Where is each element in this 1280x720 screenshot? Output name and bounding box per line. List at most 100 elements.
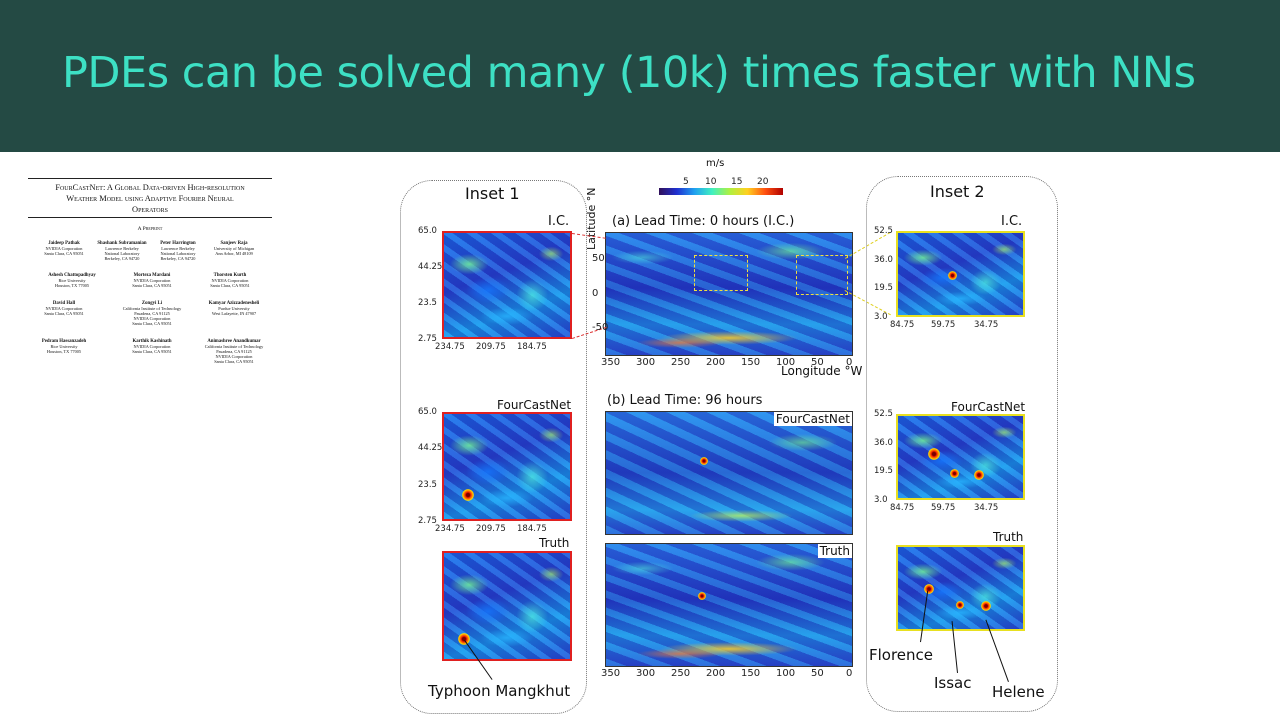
inset1-forecast-map — [442, 412, 572, 521]
inset2-region-box — [796, 255, 848, 295]
inset2-forecast-cyclone-1 — [928, 448, 940, 460]
paper-title-line1: FourCastNet: A Global Data-driven High-r… — [55, 183, 245, 192]
paper-author-affiliation: Santa Clara, CA 95051 — [44, 311, 84, 316]
panel-a-ytick: 0 — [592, 288, 599, 299]
inset1-xtick: 209.75 — [476, 342, 506, 352]
paper-author-name: Karthik Kashinath — [132, 339, 172, 344]
paper-title-line3: Operators — [132, 205, 168, 214]
paper-author-affiliation: University of Michigan — [213, 246, 255, 251]
inset2-forecast-label: FourCastNet — [951, 400, 1026, 414]
inset1-title: Inset 1 — [465, 184, 520, 203]
panel-a-xtick: 150 — [741, 357, 761, 368]
panel-b-truth-label: Truth — [817, 544, 852, 558]
florence-annotation: Florence — [869, 646, 934, 664]
paper-author-name: Kamyar Azizzadenesheli — [208, 301, 260, 306]
inset1-xtick: 184.75 — [517, 342, 547, 352]
inset2-ytick: 36.0 — [874, 254, 893, 265]
paper-author-affiliation: Santa Clara, CA 95051 — [210, 283, 250, 288]
inset2-forecast-cyclone-3 — [974, 470, 984, 480]
colorbar-unit: m/s — [706, 158, 725, 169]
panel-a-ytick: 50 — [592, 253, 605, 264]
paper-author-affiliation: Santa Clara, CA 95051 — [214, 359, 254, 364]
inset1-ic-label: I.C. — [548, 214, 570, 229]
panel-a-ytick: -50 — [592, 322, 609, 333]
inset1-ytick: 2.75 — [418, 516, 437, 526]
inset1-ytick: 44.25 — [418, 443, 443, 454]
paper-author-affiliation: NVIDIA Corporation — [215, 354, 253, 359]
inset2-xtick: 34.75 — [974, 320, 999, 330]
inset2-ytick: 3.0 — [874, 312, 888, 322]
paper-author: Shashank Subramanian Lawrence Berkeley Nat… — [86, 240, 158, 261]
panel-b-xtick: 0 — [846, 668, 853, 679]
paper-author-affiliation: Houston, TX 77005 — [46, 349, 82, 354]
paper-author-affiliation: Pasadena, CA 91125 — [216, 349, 252, 354]
panel-b-xtick: 50 — [811, 668, 824, 679]
paper-title-line2: Weather Model using Adaptive Fourier Neu… — [66, 194, 234, 203]
panel-b-forecast-map: FourCastNet — [605, 411, 853, 535]
inset1-ic-map — [442, 231, 572, 339]
slide-title: PDEs can be solved many (10k) times fast… — [62, 48, 1196, 98]
paper-author: Thorsten Kurth NVIDIA Corporation Santa Cl… — [194, 272, 266, 288]
inset2-ic-map — [896, 231, 1025, 317]
inset1-xtick: 209.75 — [476, 524, 506, 534]
inset2-truth-map — [896, 545, 1025, 631]
colorbar-tick: 10 — [705, 177, 717, 187]
inset2-ytick: 52.5 — [874, 409, 893, 419]
paper-author-affiliation: Rice University — [50, 344, 78, 349]
paper-author-affiliation: NVIDIA Corporation — [133, 278, 171, 283]
paper-author-affiliation: California Institute of Technology — [204, 344, 264, 349]
paper-author-name: Sanjeev Raja — [220, 241, 248, 246]
paper-author: Pedram Hassanzadeh Rice University Houston… — [28, 338, 100, 354]
paper-author-affiliation: Santa Clara, CA 95051 — [132, 321, 172, 326]
panel-b-forecast-label: FourCastNet — [773, 412, 852, 426]
paper-author-name: David Hall — [52, 301, 76, 306]
paper-author-name: Ashesh Chattopadhyay — [48, 273, 96, 278]
inset2-xtick: 59.75 — [931, 503, 956, 513]
paper-top-rule — [28, 178, 272, 179]
paper-author-affiliation: NVIDIA Corporation — [45, 246, 83, 251]
issac-marker — [956, 601, 964, 609]
latitude-label: Latitude °N — [585, 187, 598, 251]
truth-cyclone-marker — [698, 592, 706, 600]
panel-a-xtick: 0 — [846, 357, 853, 368]
typhoon-forecast-marker — [462, 489, 474, 501]
inset1-xtick: 184.75 — [517, 524, 547, 534]
paper-author-name: Peter Harrington — [160, 241, 196, 246]
paper-author-affiliation: National Laboratory — [104, 251, 140, 256]
inset2-truth-label: Truth — [993, 530, 1024, 544]
florence-marker — [924, 584, 934, 594]
panel-b-xtick: 350 — [601, 668, 621, 679]
panel-a-map — [605, 232, 853, 356]
paper-author-name: Zongyi Li — [141, 301, 163, 306]
paper-author-affiliation: Santa Clara, CA 95051 — [132, 349, 172, 354]
inset2-ic-label: I.C. — [1001, 214, 1023, 229]
panel-a-xtick: 350 — [601, 357, 621, 368]
paper-author-name: Pedram Hassanzadeh — [41, 339, 87, 344]
forecast-cyclone-marker — [700, 457, 708, 465]
paper-author-name: Shashank Subramanian — [97, 241, 147, 246]
panel-b-xtick: 100 — [776, 668, 796, 679]
colorbar — [659, 188, 783, 195]
paper-author: Sanjeev Raja University of Michigan Ann Ar… — [198, 240, 270, 256]
paper-author-affiliation: Lawrence Berkeley — [105, 246, 139, 251]
paper-author-affiliation: Berkeley, CA 94720 — [160, 256, 196, 261]
paper-title: FourCastNet: A Global Data-driven High-r… — [28, 182, 272, 215]
paper-bottom-rule — [28, 217, 272, 218]
inset1-ytick: 65.0 — [418, 226, 437, 236]
paper-author: Ashesh Chattopadhyay Rice University Houst… — [36, 272, 108, 288]
paper-author: Karthik Kashinath NVIDIA Corporation Santa… — [116, 338, 188, 354]
colorbar-tick: 20 — [757, 177, 769, 187]
paper-author: David Hall NVIDIA Corporation Santa Clara,… — [28, 300, 100, 316]
panel-a-xtick: 250 — [671, 357, 691, 368]
paper-author: Zongyi Li California Institute of Technol… — [116, 300, 188, 326]
panel-b-xtick: 150 — [741, 668, 761, 679]
longitude-label: Longitude °W — [781, 364, 863, 378]
panel-a-xtick: 200 — [706, 357, 726, 368]
inset1-ytick: 23.5 — [418, 479, 437, 490]
inset1-frame — [400, 180, 587, 714]
panel-b-xtick: 200 — [706, 668, 726, 679]
inset1-ytick: 44.25 — [418, 262, 443, 272]
inset2-xtick: 59.75 — [931, 320, 956, 330]
panel-a-title: (a) Lead Time: 0 hours (I.C.) — [612, 214, 795, 229]
inset1-ytick: 2.75 — [418, 334, 437, 344]
